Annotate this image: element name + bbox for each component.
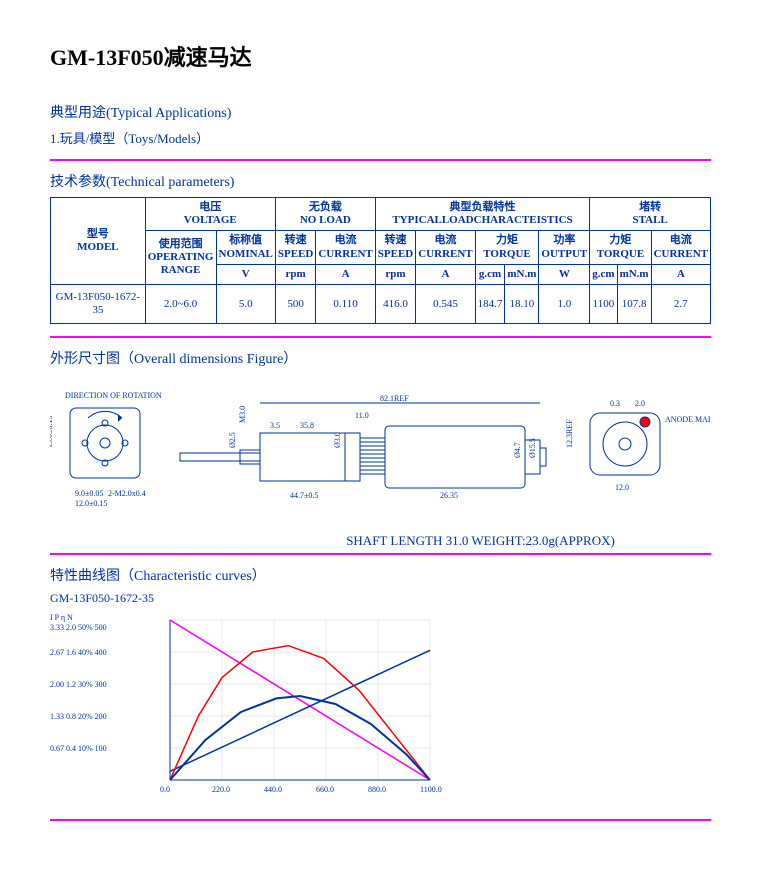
th-torque2: 力矩 TORQUE (590, 231, 651, 264)
th-noload: 无负载 NO LOAD (275, 198, 375, 231)
parameters-table: 型号 MODEL 电压 VOLTAGE 无负载 NO LOAD 典型负载特性 T… (50, 197, 711, 324)
th-output: 功率 OUTPUT (539, 231, 590, 264)
tech-params-heading: 技术参数(Technical parameters) (50, 171, 711, 191)
th-stall: 堵转 STALL (590, 198, 711, 231)
cell-nominal: 5.0 (216, 284, 275, 323)
cell-scurrent: 2.7 (651, 284, 710, 323)
svg-text:3.5: 3.5 (270, 421, 280, 430)
cell-nlspeed: 500 (275, 284, 315, 323)
divider (50, 336, 711, 338)
svg-text:11.0: 11.0 (355, 411, 369, 420)
u-gcm: g.cm (475, 264, 505, 284)
application-item: 1.玩具/模型（Toys/Models） (50, 128, 711, 147)
svg-text:2.0: 2.0 (635, 399, 645, 408)
svg-text:Ø15.5: Ø15.5 (528, 439, 537, 459)
cell-range: 2.0~6.0 (145, 284, 216, 323)
u-rpm: rpm (275, 264, 315, 284)
u-mnm: mN.m (505, 264, 539, 284)
cell-ttorque1: 184.7 (475, 284, 505, 323)
svg-text:12.0: 12.0 (615, 483, 629, 492)
svg-text:0.3: 0.3 (610, 399, 620, 408)
svg-text:2.67 1.6 40% 400: 2.67 1.6 40% 400 (50, 648, 107, 657)
divider (50, 553, 711, 555)
applications-heading: 典型用途(Typical Applications) (50, 102, 711, 122)
th-range: 使用范围 OPERATING RANGE (145, 231, 216, 285)
svg-text:660.0: 660.0 (316, 785, 334, 794)
cell-tspeed: 416.0 (375, 284, 415, 323)
svg-text:0.0: 0.0 (160, 785, 170, 794)
svg-text:44.7±0.5: 44.7±0.5 (290, 491, 318, 500)
svg-text:35.8: 35.8 (300, 421, 314, 430)
divider (50, 819, 711, 821)
u-w: W (539, 264, 590, 284)
cell-storque1: 1100 (590, 284, 617, 323)
th-current: 电流 CURRENT (316, 231, 375, 264)
u-a2: A (416, 264, 475, 284)
svg-text:880.0: 880.0 (368, 785, 386, 794)
rotation-label: DIRECTION OF ROTATION (65, 391, 162, 400)
svg-text:9.0±0.05: 9.0±0.05 (75, 489, 103, 498)
divider (50, 159, 711, 161)
curves-heading: 特性曲线图（Characteristic curves） (50, 565, 711, 585)
table-row: GM-13F050-1672-35 2.0~6.0 5.0 500 0.110 … (51, 284, 711, 323)
curves-model: GM-13F050-1672-35 (50, 591, 711, 606)
svg-text:12.3REF: 12.3REF (565, 419, 574, 448)
th-speed: 转速 SPEED (275, 231, 315, 264)
svg-text:2-M2.0x0.4: 2-M2.0x0.4 (108, 489, 146, 498)
th-torque: 力矩 TORQUE (475, 231, 539, 264)
svg-text:I P η N: I P η N (50, 613, 73, 622)
page-title: GM-13F050减速马达 (50, 40, 711, 72)
svg-text:26.35: 26.35 (440, 491, 458, 500)
th-model: 型号 MODEL (51, 198, 146, 285)
u-a3: A (651, 264, 710, 284)
svg-text:220.0: 220.0 (212, 785, 230, 794)
svg-text:Ø3.0: Ø3.0 (333, 433, 342, 449)
u-mnm2: mN.m (617, 264, 651, 284)
dimensions-caption: SHAFT LENGTH 31.0 WEIGHT:23.0g(APPROX) (250, 533, 711, 549)
th-current3: 电流 CURRENT (651, 231, 710, 264)
th-typical: 典型负载特性 TYPICALLOADCHARACTEISTICS (375, 198, 590, 231)
svg-text:440.0: 440.0 (264, 785, 282, 794)
svg-text:82.1REF: 82.1REF (380, 394, 409, 403)
th-current2: 电流 CURRENT (416, 231, 475, 264)
svg-text:ANODE MARK: ANODE MARK (665, 415, 710, 424)
svg-text:13.0±0.15: 13.0±0.15 (50, 416, 54, 448)
svg-text:2.00 1.2 30% 300: 2.00 1.2 30% 300 (50, 680, 107, 689)
svg-text:1100.0: 1100.0 (420, 785, 442, 794)
cell-toutput: 1.0 (539, 284, 590, 323)
svg-text:3.33 2.0 50% 500: 3.33 2.0 50% 500 (50, 623, 107, 632)
svg-text:12.0±0.15: 12.0±0.15 (75, 499, 107, 508)
svg-text:Ø4.7: Ø4.7 (513, 443, 522, 459)
svg-text:1.33 0.8 20% 200: 1.33 0.8 20% 200 (50, 712, 107, 721)
svg-text:M3.0: M3.0 (238, 406, 247, 423)
u-gcm2: g.cm (590, 264, 617, 284)
svg-text:Ø2.5: Ø2.5 (228, 433, 237, 449)
u-v: V (216, 264, 275, 284)
svg-text:0.67 0.4 10% 100: 0.67 0.4 10% 100 (50, 744, 107, 753)
th-nominal: 标称值 NOMINAL (216, 231, 275, 264)
cell-ttorque2: 18.10 (505, 284, 539, 323)
th-voltage: 电压 VOLTAGE (145, 198, 275, 231)
cell-storque2: 107.8 (617, 284, 651, 323)
u-a: A (316, 264, 375, 284)
th-speed2: 转速 SPEED (375, 231, 415, 264)
characteristic-curves-chart: 0.0 220.0 440.0 660.0 880.0 1100.0 I P η N3.33… (50, 610, 711, 815)
cell-nlcurrent: 0.110 (316, 284, 375, 323)
cell-tcurrent: 0.545 (416, 284, 475, 323)
dimensions-figure: DIRECTION OF ROTATION 13.0±0.15 9.0±0.05… (50, 378, 711, 549)
dimensions-heading: 外形尺寸图（Overall dimensions Figure） (50, 348, 711, 368)
u-rpm2: rpm (375, 264, 415, 284)
cell-model: GM-13F050-1672-35 (51, 284, 146, 323)
